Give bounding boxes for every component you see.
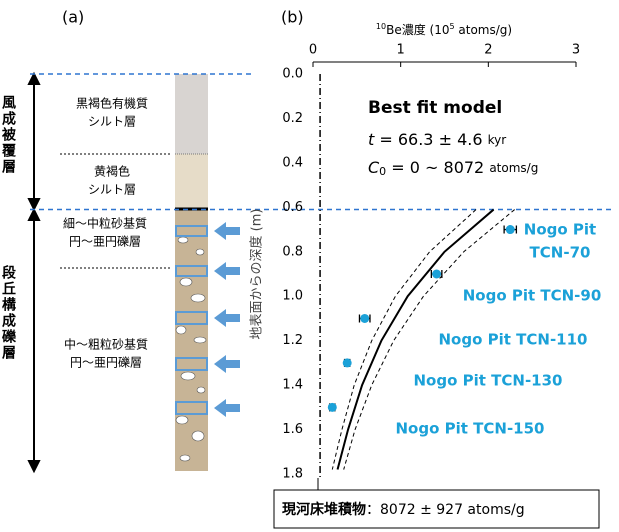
x-tick-label: 1 (397, 43, 405, 58)
y-tick-label: 0.0 (282, 67, 303, 82)
point-label: TCN-70 (530, 244, 591, 262)
y-tick-label: 0.6 (282, 200, 303, 215)
y-tick-label: 0.8 (282, 244, 303, 259)
model-age: t = 66.3 ± 4.6 kyr (368, 130, 506, 149)
x-tick-label: 2 (484, 43, 492, 58)
layer-label: シルト層 (88, 183, 136, 197)
y-tick-label: 1.2 (282, 333, 303, 348)
layer-label: 黄褐色 (94, 164, 130, 179)
x-axis-label: 10Be濃度 (105 atoms/g) (376, 22, 512, 37)
group-label: 風成被覆層 (0, 95, 16, 175)
model-inheritance: C0 = 0 ~ 8072 atoms/g (368, 158, 538, 179)
y-tick-label: 0.4 (282, 155, 303, 170)
data-point (360, 314, 369, 323)
data-point (343, 358, 352, 367)
layer-organic (175, 74, 208, 154)
callout-pointer (318, 478, 340, 490)
layer-label: 円～亜円礫層 (69, 234, 141, 249)
data-point (328, 403, 337, 412)
text-part: = 66.3 ± 4.6 (374, 130, 487, 149)
text-part: atoms/g) (455, 23, 513, 37)
y-tick-label: 0.2 (282, 111, 303, 126)
panel-label: (b) (281, 8, 304, 27)
point-label: Nogo Pit TCN-110 (439, 331, 588, 349)
layer-label: シルト層 (88, 115, 136, 129)
y-tick-label: 1.0 (282, 289, 303, 304)
point-label: Nogo Pit (524, 221, 596, 239)
point-label: Nogo Pit TCN-130 (414, 372, 563, 390)
text-part: atoms/g (489, 161, 538, 175)
sample-arrows (214, 222, 240, 417)
panel-label: (a) (62, 8, 84, 27)
y-tick-label: 1.8 (282, 467, 303, 482)
data-point (432, 270, 441, 279)
figure: (a) 風成被覆層 段丘構成礫層 (b) 現河床堆積物：8072 ± 927 a… (0, 0, 619, 532)
layer-label: 細～中粒砂基質 (63, 216, 147, 231)
text-part: = 0 ~ 8072 (386, 158, 489, 177)
y-axis-label: 地表面からの深度 (m) (249, 209, 265, 340)
point-label: Nogo Pit TCN-90 (463, 287, 602, 305)
text-part: Be濃度 (10 (386, 22, 449, 37)
text-part: kyr (488, 133, 507, 147)
y-tick-label: 1.4 (282, 378, 303, 393)
model-title: Best fit model (368, 98, 502, 118)
layer-label: 円～亜円礫層 (70, 355, 142, 370)
layer-label: 中～粗粒砂基質 (64, 337, 148, 352)
point-label: Nogo Pit TCN-150 (396, 420, 545, 438)
layer-label: 黒褐色有機質 (76, 96, 148, 111)
text-part: 10 (376, 22, 386, 31)
group-brackets (29, 74, 39, 471)
text-part: 0 (379, 165, 386, 178)
layer-silt (175, 154, 208, 209)
y-tick-label: 1.6 (282, 422, 303, 437)
callout: 現河床堆積物：8072 ± 927 atoms/g (282, 501, 525, 518)
x-tick-label: 0 (309, 43, 317, 58)
x-tick-label: 3 (572, 43, 580, 58)
data-point (506, 225, 515, 234)
group-label: 段丘構成礫層 (0, 264, 16, 361)
